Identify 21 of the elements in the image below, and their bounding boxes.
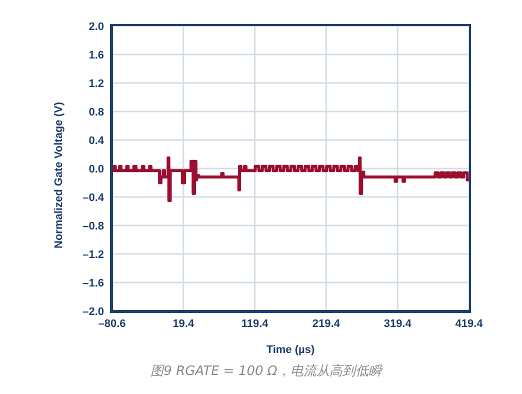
y-tick-label: –1.2 (82, 248, 104, 261)
x-tick-label: –80.6 (98, 318, 126, 330)
x-tick-label: 419.4 (455, 318, 484, 330)
y-tick-label: –0.4 (82, 192, 105, 204)
text: 0.4 (88, 134, 104, 147)
text: 1.2 (88, 78, 104, 90)
x-tick-label: 319.4 (384, 318, 412, 330)
x-tick-label: 219.4 (312, 318, 341, 330)
x-axis-title: Time (µs) (266, 344, 315, 356)
text: 2.0 (88, 20, 104, 33)
x-tick-label: 19.4 (172, 318, 195, 330)
y-tick-label: –1.6 (82, 277, 104, 290)
x-tick-label: 119.4 (241, 318, 270, 330)
caption: 图9 RGATE = 100 Ω，电流从高到低瞬 (150, 363, 384, 380)
y-tick-label: –0.8 (82, 220, 104, 232)
text: 1.6 (88, 49, 104, 62)
y-axis-title: Normalized Gate Voltage (V) (52, 102, 65, 248)
line-series (112, 156, 469, 202)
y-tick-label: –2.0 (82, 306, 104, 318)
text: 0.8 (88, 106, 104, 118)
text: 0.0 (88, 163, 104, 176)
